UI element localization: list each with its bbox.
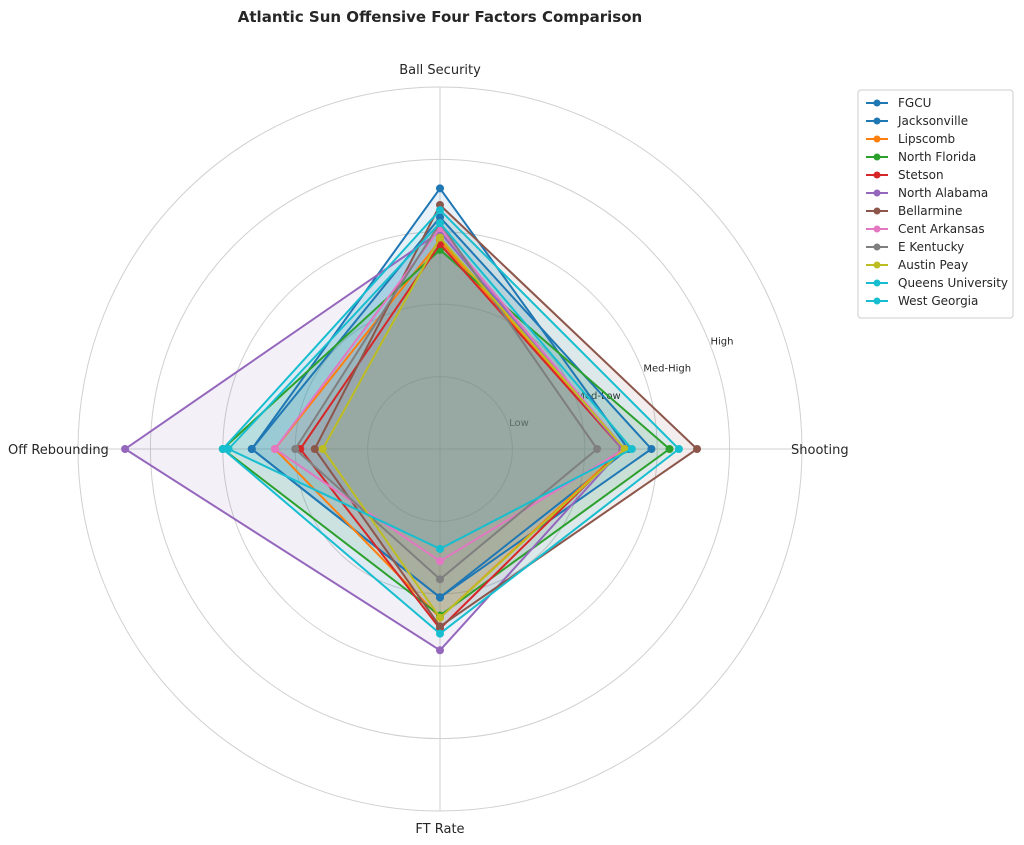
point-north-florida-shooting [665,445,674,453]
legend-label-cent-arkansas: Cent Arkansas [898,222,985,236]
point-e-kentucky-shooting [593,445,602,453]
legend-marker-austin-peay [873,261,881,269]
point-austin-peay-ball-security [436,233,444,242]
point-queens-university-ball-security [436,206,444,215]
legend-marker-lipscomb [873,135,881,143]
point-fgcu-ball-security [436,184,444,193]
series-area-bellarmine [314,205,697,627]
point-west-georgia-off-rebounding [224,445,233,453]
point-north-alabama-ft-rate [436,646,444,655]
ring-label-med-low: Med-Low [576,391,620,402]
point-north-alabama-off-rebounding [121,445,130,453]
series-area-west-georgia [228,223,632,549]
legend-marker-north-alabama [873,189,881,197]
point-west-georgia-ft-rate [436,544,444,553]
series-area-queens-university [222,210,679,634]
ring-label-med-high: Med-High [643,364,691,375]
series-area-austin-peay [322,237,625,618]
legend-label-stetson: Stetson [898,168,944,182]
point-queens-university-ft-rate [436,629,444,638]
axis-label-ft-rate: FT Rate [415,822,464,837]
ring-label-high: High [711,337,734,348]
point-jacksonville-ball-security [436,213,444,222]
point-queens-university-shooting [674,445,683,453]
point-jacksonville-off-rebounding [247,445,256,453]
point-austin-peay-ft-rate [436,613,444,622]
point-e-kentucky-ft-rate [436,575,444,584]
point-e-kentucky-off-rebounding [291,445,300,453]
legend-marker-bellarmine [873,207,881,215]
point-queens-university-off-rebounding [218,445,227,453]
legend-label-west-georgia: West Georgia [898,294,978,308]
axis-label-off-rebounding: Off Rebounding [8,443,109,458]
legend-label-e-kentucky: E Kentucky [898,240,964,254]
axis-label-ball-security: Ball Security [399,63,481,78]
legend-marker-e-kentucky [873,243,881,251]
point-west-georgia-shooting [627,445,636,453]
point-austin-peay-off-rebounding [318,445,327,453]
legend-label-queens-university: Queens University [898,276,1008,290]
series-area-cent-arkansas [274,228,625,562]
legend-marker-fgcu [873,99,881,107]
legend-marker-cent-arkansas [873,225,881,233]
legend-label-jacksonville: Jacksonville [897,114,968,128]
series-area-north-alabama [125,231,623,651]
point-cent-arkansas-off-rebounding [270,445,279,453]
point-jacksonville-ft-rate [436,593,444,602]
legend-marker-jacksonville [873,117,881,125]
legend: FGCU Jacksonville Lipscomb North Florida Ste… [857,89,1014,319]
series-area-e-kentucky [295,223,598,580]
legend-marker-queens-university [873,279,881,287]
chart-title: Atlantic Sun Offensive Four Factors Comp… [238,8,642,26]
legend-box [857,89,1014,319]
point-bellarmine-shooting [693,445,702,453]
series-area-north-florida [222,249,670,616]
legend-marker-north-florida [873,153,881,161]
point-west-georgia-ball-security [436,219,444,228]
legend-marker-stetson [873,171,881,179]
point-cent-arkansas-ft-rate [436,557,444,566]
radar-grid: Low Med-Low Med-High High [77,86,803,812]
ring-label-low: Low [509,418,529,429]
point-jacksonville-shooting [647,445,656,453]
point-bellarmine-ft-rate [436,622,444,631]
legend-label-lipscomb: Lipscomb [898,132,955,146]
point-bellarmine-off-rebounding [310,445,319,453]
legend-label-austin-peay: Austin Peay [898,258,968,272]
legend-label-north-alabama: North Alabama [898,186,988,200]
legend-label-fgcu: FGCU [898,96,931,110]
axis-labels: Ball Security Shooting FT Rate Off Reboundi… [8,63,849,837]
series-areas [125,188,697,651]
series-area-lipscomb [274,240,623,618]
axis-label-shooting: Shooting [791,443,849,458]
series-lines [121,184,702,655]
legend-label-north-florida: North Florida [898,150,976,164]
legend-label-bellarmine: Bellarmine [898,204,962,218]
legend-marker-west-georgia [873,297,881,305]
